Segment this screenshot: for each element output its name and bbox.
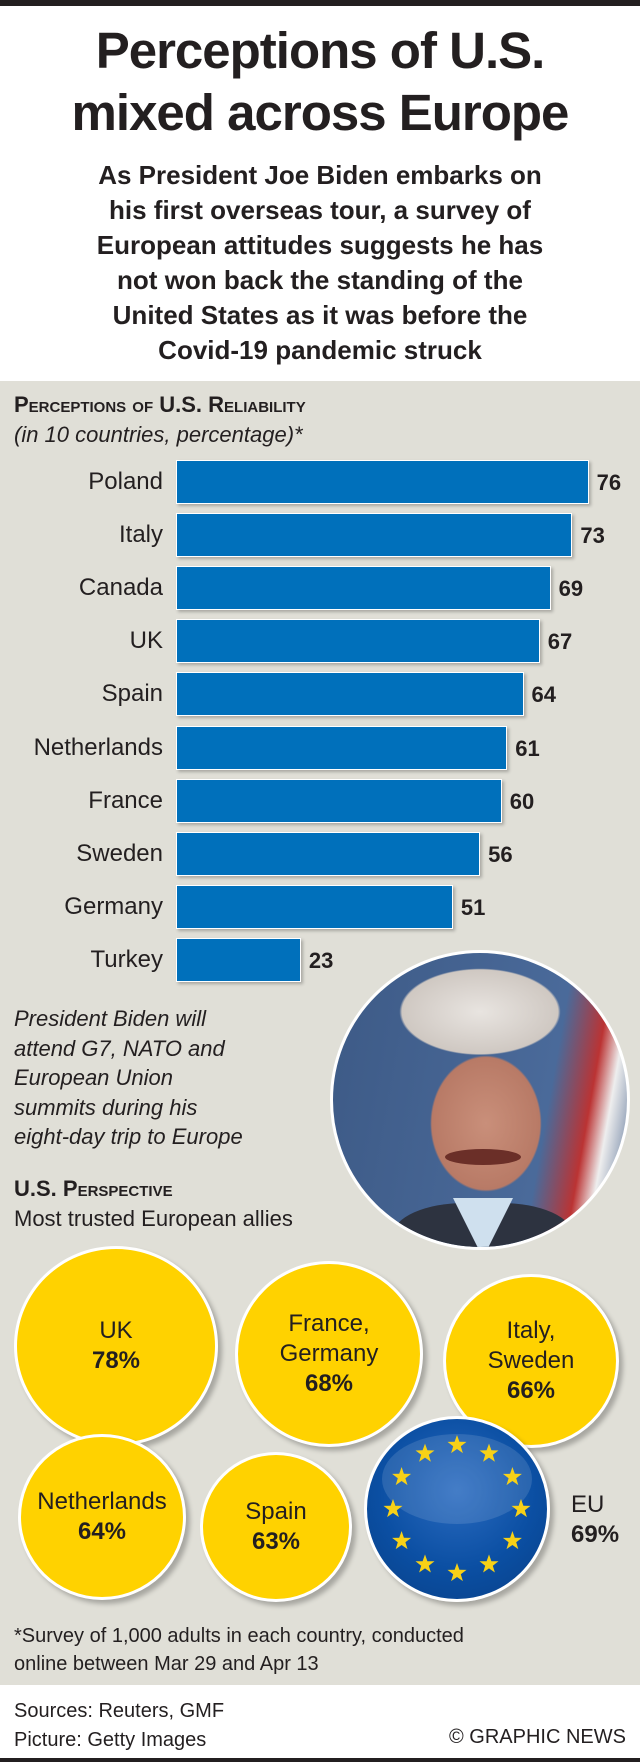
- subtitle-line: Covid-19 pandemic struck: [158, 335, 482, 365]
- bar-label: Poland: [88, 468, 163, 495]
- graphic-news-credit: © GRAPHIC NEWS: [449, 1726, 626, 1748]
- bar-poland: [176, 460, 589, 504]
- footnote: *Survey of 1,000 adults in each country,…: [14, 1622, 464, 1678]
- picture-credit: Picture: Getty Images: [14, 1729, 207, 1751]
- footnote-line: online between Mar 29 and Apr 13: [14, 1653, 319, 1675]
- bar-spain: [176, 672, 524, 717]
- bar-value: 64: [531, 682, 556, 708]
- star-icon: [479, 1554, 499, 1573]
- bar-label: UK: [129, 627, 163, 655]
- eu-stars: [382, 1434, 532, 1582]
- bubble-value: 63%: [251, 1528, 301, 1555]
- bubble-label: UK: [99, 1317, 133, 1344]
- top-rule: [0, 0, 640, 6]
- bar-value: 67: [547, 629, 573, 655]
- perspective-subheading: Most trusted European allies: [14, 1206, 293, 1231]
- bar-label: Sweden: [76, 839, 163, 867]
- title-line: mixed across Europe: [71, 84, 570, 141]
- bar-turkey: [176, 937, 301, 982]
- subtitle-line: United States as it was before the: [112, 300, 528, 330]
- bar-germany: [176, 884, 453, 929]
- trip-note: President Biden will attend G7, NATO and…: [14, 1004, 314, 1152]
- bubble-france-germany: France, Germany 68%: [235, 1261, 423, 1447]
- star-icon: [415, 1554, 435, 1573]
- bar-value: 60: [509, 788, 535, 814]
- bar-value: 76: [596, 470, 622, 495]
- bubble-uk: UK 78%: [14, 1246, 218, 1446]
- footnote-line: *Survey of 1,000 adults in each country,…: [14, 1625, 464, 1647]
- star-icon: [502, 1467, 522, 1486]
- chart-subtitle: (in 10 countries, percentage)*: [14, 422, 303, 447]
- eu-flag-icon: [364, 1416, 550, 1602]
- star-icon: [447, 1435, 467, 1454]
- star-icon: [392, 1467, 412, 1486]
- bar-label: Spain: [101, 680, 163, 708]
- note-line: eight-day trip to Europe: [14, 1124, 243, 1149]
- star-icon: [479, 1443, 499, 1462]
- title-line: Perceptions of U.S.: [95, 22, 546, 79]
- bar-value: 23: [308, 947, 334, 973]
- bubble-spain: Spain 63%: [200, 1452, 352, 1602]
- bubble-value: 64%: [77, 1518, 127, 1545]
- page-title: Perceptions of U.S. mixed across Europe: [0, 20, 640, 144]
- bubble-value: 78%: [91, 1347, 141, 1374]
- note-line: European Union: [14, 1065, 174, 1090]
- photo-mouth: [445, 1149, 521, 1165]
- subtitle-line: not won back the standing of the: [117, 265, 523, 295]
- bar-label: Canada: [78, 574, 163, 602]
- star-icon: [511, 1499, 531, 1518]
- bubble-value: 66%: [506, 1377, 556, 1404]
- bar-netherlands: [176, 725, 508, 770]
- eu-name: EU: [571, 1491, 605, 1518]
- star-icon: [447, 1563, 467, 1582]
- bar-label: Italy: [118, 521, 163, 549]
- eu-gloss: [382, 1434, 532, 1524]
- bubble-label: Sweden: [487, 1347, 575, 1374]
- bar-value: 56: [488, 841, 513, 867]
- subtitle-line: his first overseas tour, a survey of: [109, 195, 531, 225]
- bar-value: 61: [515, 735, 540, 761]
- bar-france: [176, 778, 502, 823]
- bar-value: 73: [580, 523, 605, 549]
- bubble-label: Netherlands: [37, 1488, 167, 1515]
- note-line: attend G7, NATO and: [14, 1035, 225, 1061]
- biden-photo: [330, 950, 630, 1250]
- subtitle-line: As President Joe Biden embarks on: [98, 160, 542, 190]
- bubble-label: Spain: [245, 1498, 307, 1525]
- bar-value: 69: [558, 576, 584, 602]
- subtitle-line: European attitudes suggests he has: [96, 230, 544, 260]
- star-icon: [392, 1531, 412, 1550]
- note-line: summits during his: [14, 1094, 198, 1120]
- perspective-heading: U.S. Perspective: [14, 1176, 173, 1201]
- bar-value: 51: [460, 894, 486, 920]
- bar-label: France: [88, 786, 163, 814]
- page-subtitle: As President Joe Biden embarks on his fi…: [0, 158, 640, 368]
- bar-sweden: [176, 831, 481, 876]
- bar-label: Germany: [64, 892, 163, 920]
- bar-uk: [176, 619, 540, 664]
- eu-value: 69%: [571, 1521, 620, 1548]
- note-line: President Biden will: [14, 1006, 206, 1031]
- eu-label: EU 69%: [571, 1490, 619, 1550]
- star-icon: [502, 1531, 522, 1550]
- star-icon: [383, 1499, 403, 1518]
- bubble-value: 68%: [304, 1370, 354, 1397]
- bubble-label: Italy,: [506, 1317, 556, 1344]
- star-icon: [415, 1443, 435, 1462]
- bar-canada: [176, 566, 551, 611]
- bubble-label: France,: [288, 1310, 370, 1337]
- bar-label: Turkey: [90, 945, 163, 973]
- chart-title: Perceptions of U.S. Reliability: [14, 392, 306, 417]
- bubble-netherlands: Netherlands 64%: [18, 1434, 186, 1600]
- sources: Sources: Reuters, GMF Picture: Getty Ima…: [14, 1697, 224, 1755]
- bubble-label: Germany: [279, 1340, 379, 1367]
- bottom-rule: [0, 1758, 640, 1762]
- sources-text: Sources: Reuters, GMF: [14, 1700, 225, 1722]
- bar-label: Netherlands: [33, 733, 163, 761]
- bar-italy: [176, 513, 573, 558]
